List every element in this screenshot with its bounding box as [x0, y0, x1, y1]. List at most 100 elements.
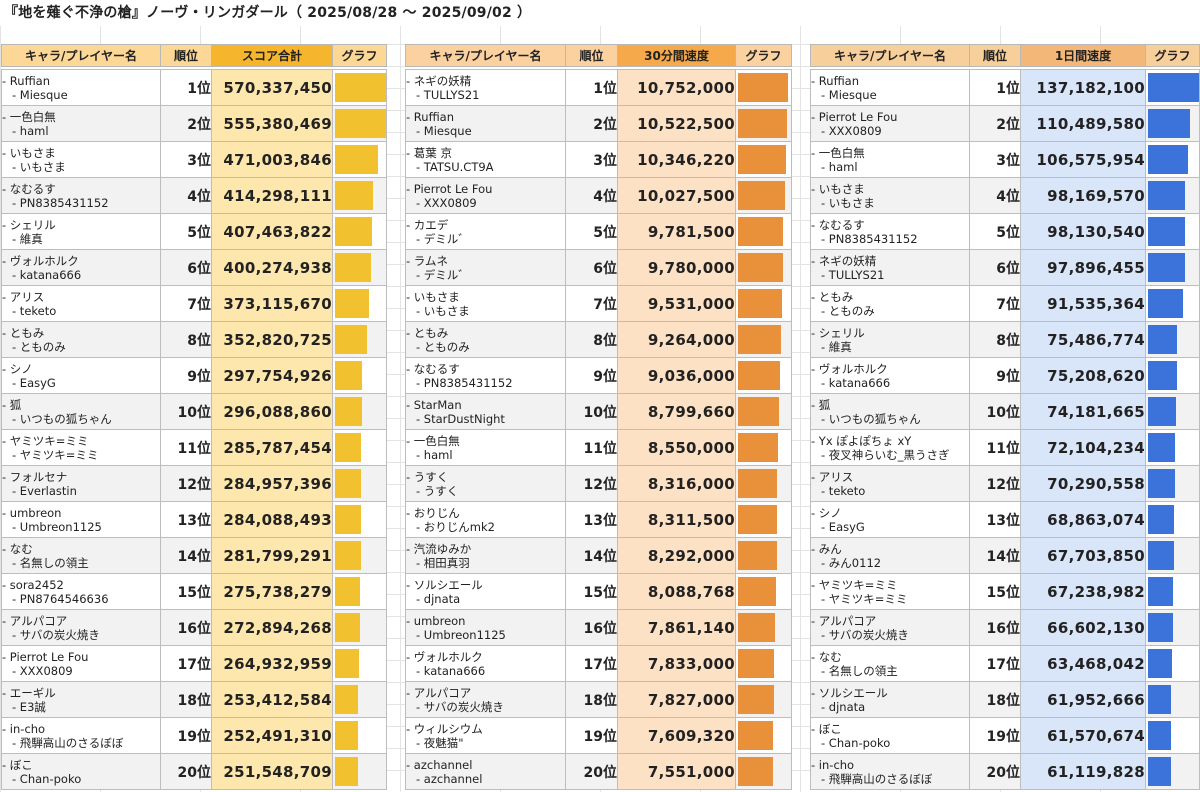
graph-cell: [1145, 177, 1200, 214]
player-name: - 飛騨高山のさるぼぼ: [12, 735, 124, 750]
table-row: - みん - みん0112 14位 67,703,850: [810, 537, 1200, 574]
rank-cell: 8位: [160, 321, 212, 358]
graph-cell: [332, 501, 387, 538]
graph-cell: [735, 213, 792, 250]
value-cell: 67,703,850: [1020, 537, 1146, 574]
value-cell: 61,570,674: [1020, 717, 1146, 754]
character-name: - なむ: [811, 649, 842, 664]
table-row: - なむるす - PN8385431152 5位 98,130,540: [810, 213, 1200, 250]
data-bar: [738, 325, 781, 354]
data-bar: [1148, 433, 1175, 462]
rank-cell: 18位: [160, 681, 212, 718]
player-name: - azchannel: [416, 771, 483, 786]
rank-cell: 16位: [160, 609, 212, 646]
value-cell: 97,896,455: [1020, 249, 1146, 286]
table-row: - うすく - うすく 12位 8,316,000: [405, 465, 792, 502]
rank-cell: 17位: [565, 645, 618, 682]
character-name: - StarMan: [406, 397, 462, 412]
graph-cell: [1145, 357, 1200, 394]
character-name: - なむ: [2, 541, 33, 556]
character-name: - なむるす: [811, 217, 865, 232]
player-name: - 夜叉神らいむ_黒うさぎ: [821, 447, 950, 462]
player-name: - teketo: [821, 483, 866, 498]
name-cell: - 一色白無 - haml: [1, 105, 161, 142]
player-name: - Miesque: [12, 87, 68, 102]
value-cell: 471,003,846: [211, 141, 333, 178]
character-name: - 一色白無: [406, 433, 460, 448]
player-name: - ヤミツキ=ミミ: [821, 591, 908, 606]
player-name: - いもさま: [12, 159, 66, 174]
character-name: - in-cho: [811, 757, 855, 772]
value-cell: 75,208,620: [1020, 357, 1146, 394]
player-name: - Umbreon1125: [416, 627, 506, 642]
name-cell: - 狐- いつもの狐ちゃん: [810, 393, 970, 430]
table-row: - Pierrot Le Fou - XXX0809 4位 10,027,500: [405, 177, 792, 214]
value-cell: 91,535,364: [1020, 285, 1146, 322]
value-cell: 67,238,982: [1020, 573, 1146, 610]
player-name: - いもさま: [821, 195, 875, 210]
table-row: - おりじん - おりじんmk2 13位 8,311,500: [405, 501, 792, 538]
value-cell: 284,088,493: [211, 501, 333, 538]
character-name: - ラムネ: [406, 253, 448, 268]
player-name: - XXX0809: [416, 195, 477, 210]
graph-cell: [735, 573, 792, 610]
rank-cell: 4位: [160, 177, 212, 214]
header-score: スコア合計: [211, 44, 333, 67]
graph-cell: [735, 717, 792, 754]
value-cell: 7,827,000: [617, 681, 736, 718]
rank-cell: 5位: [969, 213, 1021, 250]
graph-cell: [735, 501, 792, 538]
table-row: - アルパコア - サバの炭火焼き 18位 7,827,000: [405, 681, 792, 718]
character-name: - ともみ: [2, 325, 45, 340]
value-cell: 414,298,111: [211, 177, 333, 214]
player-name: - 維真: [12, 231, 43, 246]
rank-cell: 6位: [969, 249, 1021, 286]
graph-cell: [735, 465, 792, 502]
data-bar: [738, 505, 777, 534]
table-row: - StarMan - StarDustNight 10位 8,799,660: [405, 393, 792, 430]
name-cell: - 一色白無 - haml: [810, 141, 970, 178]
graph-cell: [735, 753, 792, 790]
data-bar: [738, 289, 782, 318]
character-name: - 狐: [811, 397, 831, 412]
graph-cell: [1145, 717, 1200, 754]
value-cell: 61,119,828: [1020, 753, 1146, 790]
value-cell: 253,412,584: [211, 681, 333, 718]
data-bar: [335, 649, 359, 678]
character-name: - 汽流ゆみか: [406, 541, 472, 556]
data-bar: [1148, 721, 1171, 750]
name-cell: - なむるす - PN8385431152: [405, 357, 566, 394]
data-bar: [1148, 109, 1190, 138]
character-name: - ヴォルホルク: [811, 361, 888, 376]
rank-cell: 20位: [565, 753, 618, 790]
player-name: - いもさま: [416, 303, 470, 318]
name-cell: - 一色白無 - haml: [405, 429, 566, 466]
name-cell: - Ruffian - Miesque: [1, 69, 161, 106]
player-name: - とものみ: [821, 303, 875, 318]
graph-cell: [332, 357, 387, 394]
rank-cell: 1位: [969, 69, 1021, 106]
value-cell: 297,754,926: [211, 357, 333, 394]
graph-cell: [1145, 501, 1200, 538]
table-row: - 一色白無 - haml 11位 8,550,000: [405, 429, 792, 466]
name-cell: - シェリル - 維真: [810, 321, 970, 358]
table-row: - ネギの妖精 - TULLYS21 6位 97,896,455: [810, 249, 1200, 286]
value-cell: 272,894,268: [211, 609, 333, 646]
table-row: - いもさま - いもさま 3位 471,003,846: [1, 141, 387, 178]
name-cell: - ともみ - とものみ: [1, 321, 161, 358]
value-cell: 8,292,000: [617, 537, 736, 574]
table-row: - アルパコア - サバの炭火焼き 16位 272,894,268: [1, 609, 387, 646]
table-row: - ヴォルホルク - katana666 17位 7,833,000: [405, 645, 792, 682]
table-row: - 狐- いつもの狐ちゃん 10位 74,181,665: [810, 393, 1200, 430]
graph-cell: [1145, 285, 1200, 322]
table-row: - シェリル - 維真 8位 75,486,774: [810, 321, 1200, 358]
character-name: - カエデ: [406, 217, 449, 232]
rank-cell: 9位: [565, 357, 618, 394]
value-cell: 10,752,000: [617, 69, 736, 106]
graph-cell: [1145, 393, 1200, 430]
value-cell: 9,264,000: [617, 321, 736, 358]
data-bar: [1148, 649, 1172, 678]
graph-cell: [735, 609, 792, 646]
data-bar: [335, 541, 361, 570]
rank-cell: 1位: [160, 69, 212, 106]
